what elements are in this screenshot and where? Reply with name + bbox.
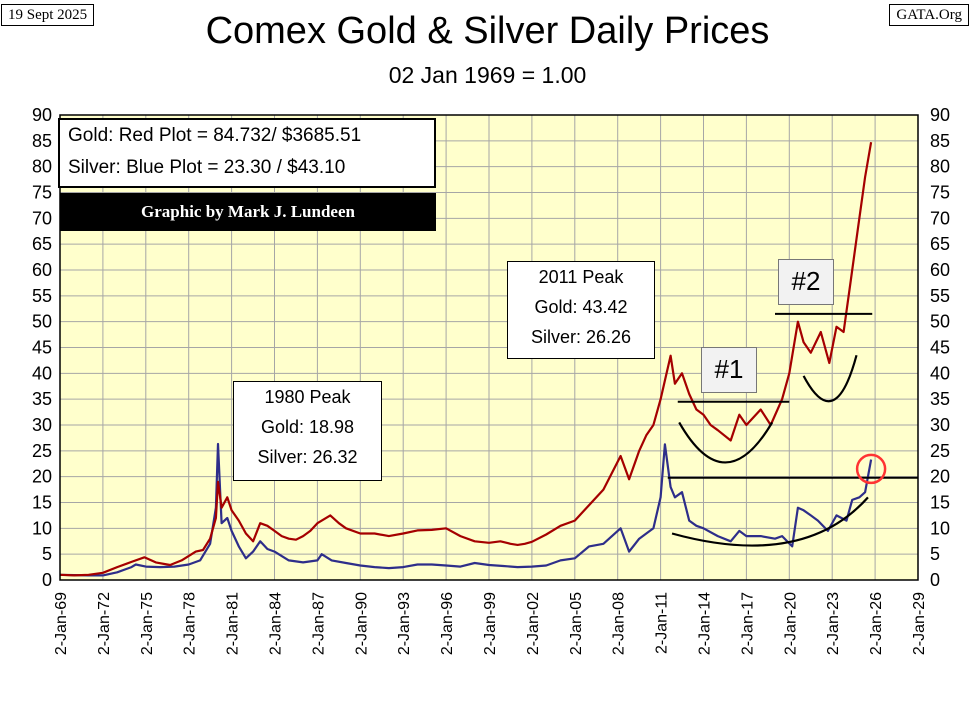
y-tick-label-left: 5 <box>42 544 52 564</box>
y-tick-label-left: 85 <box>32 131 52 151</box>
plot-frame <box>59 114 919 581</box>
x-tick-label: 2-Jan-90 <box>353 592 370 655</box>
y-tick-label-right: 20 <box>930 467 950 487</box>
x-tick-label: 2-Jan-29 <box>911 592 928 655</box>
y-tick-label-right: 75 <box>930 183 950 203</box>
x-tick-label: 2-Jan-05 <box>568 592 585 655</box>
y-tick-label-left: 70 <box>32 208 52 228</box>
y-tick-label-left: 0 <box>42 570 52 590</box>
y-tick-label-left: 20 <box>32 467 52 487</box>
chart-subtitle: 02 Jan 1969 = 1.00 <box>388 62 587 88</box>
cup-curve-1 <box>678 421 774 464</box>
y-tick-label-right: 85 <box>930 131 950 151</box>
silver-base-curve <box>671 496 869 547</box>
y-tick-label-left: 90 <box>32 105 52 125</box>
y-tick-label-left: 40 <box>32 363 52 383</box>
x-tick-label: 2-Jan-96 <box>439 592 456 655</box>
y-tick-label-right: 65 <box>930 234 950 254</box>
y-tick-label-right: 80 <box>930 157 950 177</box>
y-tick-label-left: 75 <box>32 183 52 203</box>
series-lines <box>59 142 873 577</box>
y-tick-label-right: 35 <box>930 389 950 409</box>
y-tick-label-right: 55 <box>930 286 950 306</box>
x-tick-label: 2-Jan-69 <box>53 592 70 655</box>
legend-gold: Gold: Red Plot = 84.732/ $3685.51 <box>68 125 362 146</box>
legend-silver: Silver: Blue Plot = 23.30 / $43.10 <box>68 157 346 178</box>
annotation-2011-title: 2011 Peak <box>538 267 624 287</box>
y-tick-label-left: 50 <box>32 312 52 332</box>
y-tick-label-right: 60 <box>930 260 950 280</box>
y-tick-label-left: 15 <box>32 493 52 513</box>
y-tick-label-left: 80 <box>32 157 52 177</box>
x-tick-label: 2-Jan-08 <box>611 592 628 655</box>
x-tick-label: 2-Jan-84 <box>268 592 285 655</box>
annotation-shapes <box>667 312 918 547</box>
y-tick-label-right: 15 <box>930 493 950 513</box>
y-tick-label-left: 35 <box>32 389 52 409</box>
y-tick-label-left: 45 <box>32 338 52 358</box>
y-tick-label-right: 25 <box>930 441 950 461</box>
annotation-1980-silver: Silver: 26.32 <box>257 447 358 467</box>
y-tick-label-right: 50 <box>930 312 950 332</box>
legend: Gold: Red Plot = 84.732/ $3685.51 Silver… <box>58 118 436 188</box>
annotation-1980-title: 1980 Peak <box>264 387 351 407</box>
grid-lines <box>60 114 919 581</box>
annotation-1980-peak: 1980 Peak Gold: 18.98 Silver: 26.32 <box>233 381 382 481</box>
marker-2-label: #2 <box>778 259 834 305</box>
x-tick-label: 2-Jan-78 <box>182 592 199 655</box>
y-tick-label-right: 5 <box>930 544 940 564</box>
y-tick-label-left: 10 <box>32 518 52 538</box>
y-tick-label-right: 45 <box>930 338 950 358</box>
x-tick-label: 2-Jan-81 <box>225 592 242 655</box>
annotation-2011-gold: Gold: 43.42 <box>534 297 628 317</box>
x-tick-label: 2-Jan-72 <box>96 592 113 655</box>
x-tick-label: 2-Jan-17 <box>739 592 756 655</box>
x-tick-label: 2-Jan-87 <box>310 592 327 655</box>
x-tick-label: 2-Jan-11 <box>654 592 671 654</box>
marker-1-label: #1 <box>701 347 757 393</box>
date-label: 19 Sept 2025 <box>1 4 95 26</box>
source-label: GATA.Org <box>889 4 969 26</box>
y-tick-label-left: 30 <box>32 415 52 435</box>
x-tick-label: 2-Jan-26 <box>868 592 885 655</box>
y-tick-label-right: 0 <box>930 570 940 590</box>
y-tick-label-left: 65 <box>32 234 52 254</box>
credit-banner: Graphic by Mark J. Lundeen <box>60 193 436 231</box>
annotation-1980-gold: Gold: 18.98 <box>260 417 355 437</box>
annotation-2011-peak: 2011 Peak Gold: 43.42 Silver: 26.26 <box>507 261 655 359</box>
y-tick-label-right: 10 <box>930 518 950 538</box>
x-tick-label: 2-Jan-20 <box>782 592 799 655</box>
y-tick-label-left: 25 <box>32 441 52 461</box>
y-tick-label-right: 90 <box>930 105 950 125</box>
annotation-2011-silver: Silver: 26.26 <box>530 327 632 347</box>
y-tick-label-right: 30 <box>930 415 950 435</box>
y-tick-label-left: 60 <box>32 260 52 280</box>
y-tick-label-right: 70 <box>930 208 950 228</box>
x-tick-label: 2-Jan-93 <box>396 592 413 655</box>
highlight-circle <box>855 453 887 485</box>
y-tick-label-left: 55 <box>32 286 52 306</box>
chart-title: Comex Gold & Silver Daily Prices <box>205 10 770 52</box>
x-tick-label: 2-Jan-99 <box>482 592 499 655</box>
x-tick-label: 2-Jan-14 <box>697 592 714 655</box>
cup-curve-2 <box>802 354 858 403</box>
series-line-gold <box>59 142 873 577</box>
x-tick-label: 2-Jan-75 <box>139 592 156 655</box>
x-tick-label: 2-Jan-02 <box>525 592 542 655</box>
x-tick-label: 2-Jan-23 <box>825 592 842 655</box>
y-tick-label-right: 40 <box>930 363 950 383</box>
